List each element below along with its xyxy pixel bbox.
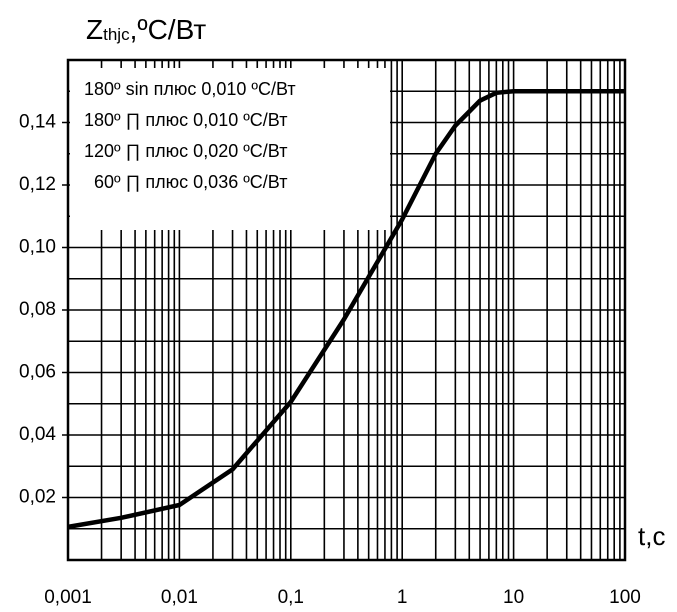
x-tick-label: 0,01 [161, 587, 198, 608]
x-tick-label: 100 [609, 587, 641, 608]
x-tick-label: 10 [503, 587, 524, 608]
data-line [67, 89, 625, 530]
plot-border [66, 58, 627, 562]
legend-text: 60º ∏ плюс 0,036 ºC/Вт [94, 172, 287, 192]
legend-text: 120º ∏ плюс 0,020 ºC/Вт [84, 141, 287, 161]
x-tick-label: 0,1 [278, 587, 304, 608]
legend-box [70, 68, 390, 230]
y-label-unit: ,ºC/Вт [130, 14, 207, 45]
y-tick-label: 0,14 [19, 112, 56, 133]
x-tick-label: 0,001 [44, 587, 92, 608]
y-tick-label: 0,10 [19, 237, 56, 258]
legend-text: 180º sin плюс 0,010 ºC/Вт [84, 79, 296, 99]
x-axis-label: t,c [638, 521, 665, 551]
y-label-sub: thjc [103, 25, 130, 44]
y-axis-label: Zthjc,ºC/Вт [86, 14, 206, 45]
y-tick-label: 0,12 [19, 174, 56, 195]
x-tick-label: 1 [397, 587, 408, 608]
legend-text: 180º ∏ плюс 0,010 ºC/Вт [84, 110, 287, 130]
y-tick-label: 0,04 [19, 424, 56, 445]
y-tick-label: 0,06 [19, 362, 56, 383]
y-tick-label: 0,08 [19, 299, 56, 320]
y-label-main: Z [86, 14, 103, 45]
y-tick-label: 0,02 [19, 487, 56, 508]
